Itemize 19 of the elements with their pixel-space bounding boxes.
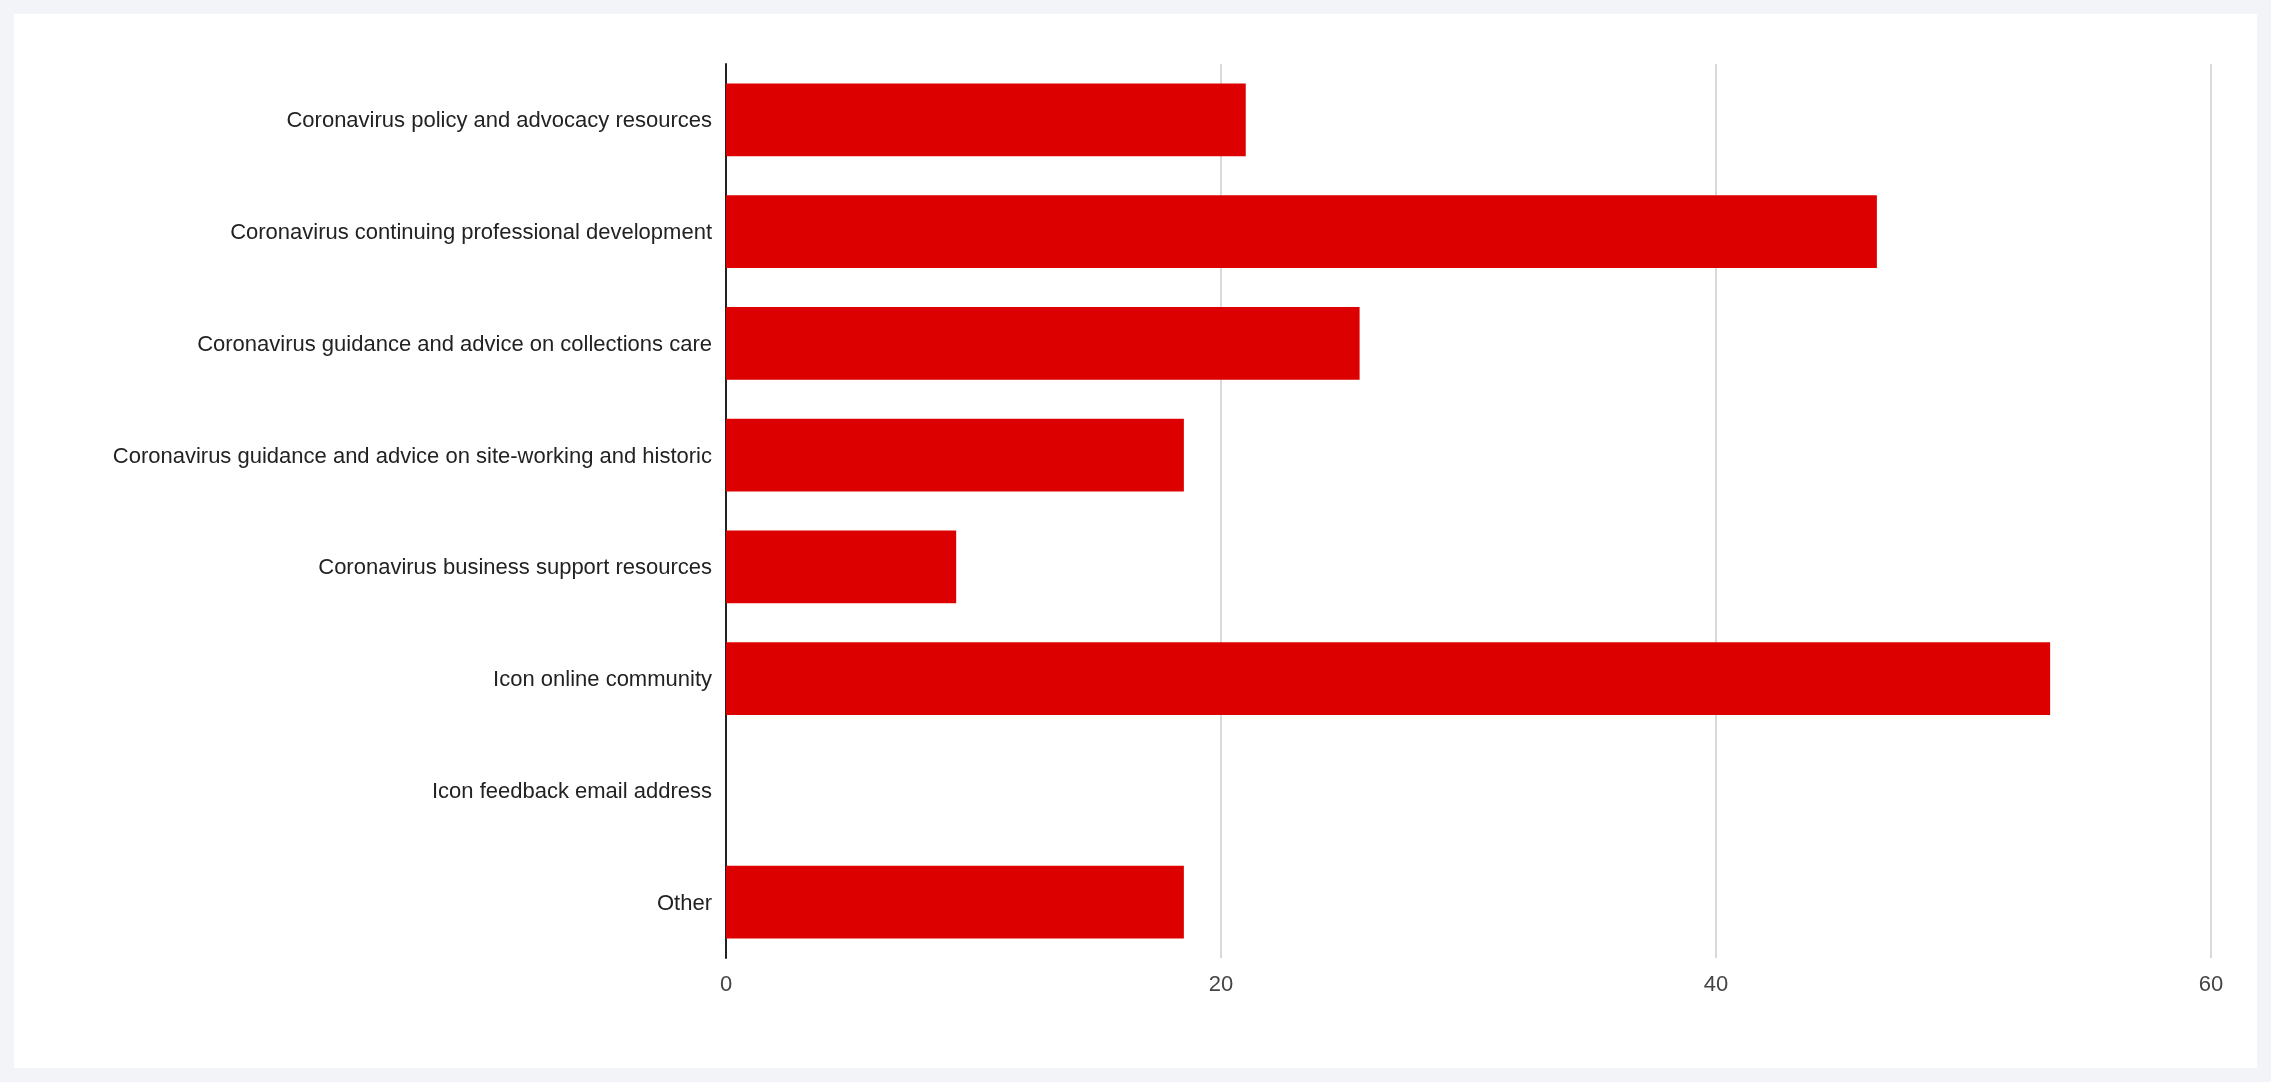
y-tick-label: Icon online community bbox=[493, 666, 712, 692]
x-tick-label: 0 bbox=[719, 970, 733, 996]
bar bbox=[726, 865, 1184, 939]
y-tick-label: Coronavirus policy and advocacy resources bbox=[286, 107, 712, 133]
y-tick-label: Coronavirus continuing professional development bbox=[230, 219, 712, 245]
bar bbox=[726, 195, 1877, 268]
x-tick-label: 60 bbox=[2198, 970, 2224, 996]
bar bbox=[726, 83, 1246, 157]
y-tick-label: Icon feedback email address bbox=[431, 777, 712, 803]
bar bbox=[726, 642, 2051, 715]
bar bbox=[726, 307, 1360, 380]
bar bbox=[726, 418, 1184, 492]
y-tick-label: Coronavirus guidance and advice on collections care bbox=[197, 330, 712, 356]
y-tick-label: Other bbox=[656, 889, 712, 915]
x-tick-label: 40 bbox=[1703, 970, 1729, 996]
y-tick-label: Coronavirus business support resources bbox=[318, 554, 712, 580]
y-tick-label: Coronavirus guidance and advice on site-working and historic bbox=[112, 442, 712, 468]
x-tick-label: 20 bbox=[1208, 970, 1234, 996]
bar bbox=[726, 530, 957, 604]
